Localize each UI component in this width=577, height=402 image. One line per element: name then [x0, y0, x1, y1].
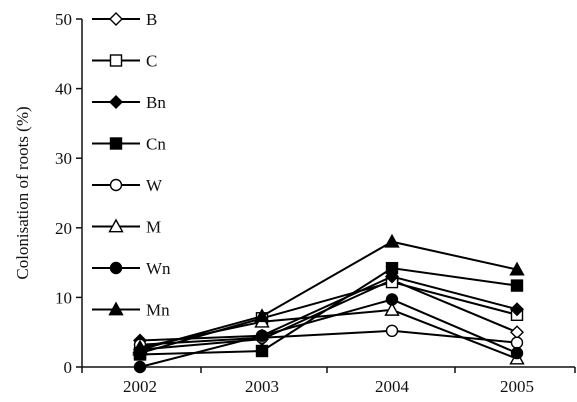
legend-label: Bn — [146, 93, 166, 112]
legend-marker — [108, 218, 124, 233]
legend-item-m: M — [92, 218, 161, 237]
legend-label: Wn — [146, 259, 171, 278]
data-point-mn — [509, 261, 525, 276]
legend-label: Cn — [146, 135, 166, 154]
x-tick-label: 2005 — [500, 377, 534, 396]
y-tick-label: 0 — [64, 358, 73, 377]
data-point-m — [384, 301, 400, 316]
series-line-cn — [139, 267, 518, 356]
x-tick-label: 2002 — [123, 377, 157, 396]
legend-item-w: W — [92, 176, 163, 195]
y-axis-title: Colonisation of roots (%) — [13, 106, 32, 279]
data-point-mn — [384, 233, 400, 248]
legend-label: W — [146, 176, 163, 195]
legend-item-cn: Cn — [92, 135, 166, 154]
data-point-w — [385, 324, 399, 338]
legend-marker — [109, 137, 123, 150]
series-wn — [133, 293, 524, 374]
legend-marker — [109, 261, 123, 275]
legend-marker — [109, 12, 123, 26]
data-point-bn — [510, 302, 524, 317]
legend-marker — [109, 178, 123, 192]
y-tick-label: 50 — [55, 10, 72, 29]
data-point-mn — [132, 341, 148, 356]
legend-item-wn: Wn — [92, 259, 171, 278]
legend-item-b: B — [92, 10, 157, 29]
series-layer — [132, 233, 525, 374]
y-tick-label: 40 — [55, 80, 72, 99]
x-tick-label: 2003 — [245, 377, 279, 396]
chart-axes — [81, 19, 575, 368]
legend-item-c: C — [92, 52, 157, 71]
legend-label: Mn — [146, 301, 170, 320]
legend-marker — [109, 54, 123, 67]
legend-marker — [109, 95, 123, 109]
legend-item-bn: Bn — [92, 93, 166, 112]
data-point-b — [510, 325, 524, 340]
series-line-wn — [139, 298, 518, 368]
data-point-cn — [255, 344, 269, 358]
legend-label: B — [146, 10, 157, 29]
x-tick-label: 2004 — [375, 377, 410, 396]
data-point-wn — [255, 329, 269, 342]
data-point-wn — [385, 293, 399, 306]
legend-label: M — [146, 218, 161, 237]
y-tick-label: 10 — [55, 288, 72, 307]
series-mn — [132, 233, 525, 356]
data-point-mn — [254, 308, 270, 323]
series-line-c — [139, 281, 518, 355]
y-tick-label: 20 — [55, 219, 72, 238]
legend-marker — [108, 301, 124, 316]
data-point-wn — [133, 360, 147, 374]
x-axis-ticks: 2002 2003 2004 2005 — [81, 367, 576, 396]
data-point-wn — [510, 346, 524, 360]
series-line-w — [139, 329, 518, 346]
series-line-mn — [139, 240, 518, 351]
data-point-w — [510, 336, 524, 349]
data-point-cn — [385, 261, 399, 275]
legend-item-mn: Mn — [92, 301, 170, 320]
legend: B C Bn Cn W M Wn Mn — [92, 10, 171, 320]
series-line-bn — [139, 275, 518, 342]
series-line-m — [139, 308, 518, 360]
legend-label: C — [146, 52, 157, 71]
data-point-cn — [510, 279, 524, 292]
y-axis-ticks: 0 10 20 30 40 50 — [55, 10, 82, 377]
y-tick-label: 30 — [55, 149, 72, 168]
